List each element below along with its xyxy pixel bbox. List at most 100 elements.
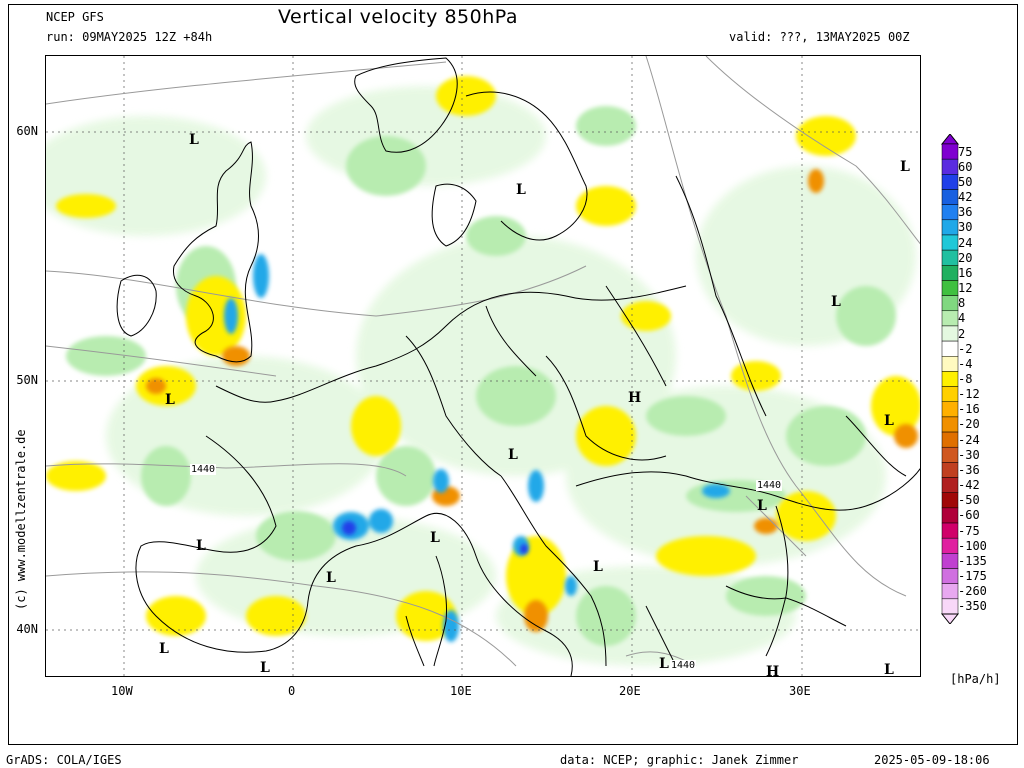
footer-credit: data: NCEP; graphic: Janek Zimmer <box>560 753 799 767</box>
colorbar-swatch <box>941 462 959 478</box>
colorbar-swatch <box>941 234 959 251</box>
colorbar-level-label: 20 <box>958 250 973 265</box>
colorbar-level-label: 30 <box>958 220 973 235</box>
vertical-velocity-field <box>46 56 920 676</box>
colorbar-swatch <box>941 356 959 372</box>
colorbar-max-arrow <box>940 134 960 145</box>
colorbar-level-label: 36 <box>958 205 973 220</box>
colorbar-level-label: 4 <box>958 311 966 326</box>
colorbar-swatch <box>941 431 959 448</box>
colorbar-level-label: 12 <box>958 281 973 296</box>
lon-label-10e: 10E <box>450 684 472 698</box>
colorbar-level-label: -350 <box>958 599 987 614</box>
low-pressure-label: L <box>196 538 206 554</box>
colorbar-level-label: 24 <box>958 235 973 250</box>
colorbar-level-label: -4 <box>958 356 973 371</box>
low-pressure-label: L <box>757 498 767 514</box>
colorbar-swatch <box>941 401 959 418</box>
colorbar-level-label: 16 <box>958 265 973 280</box>
colorbar-level-label: -260 <box>958 584 987 599</box>
low-pressure-label: L <box>165 392 175 408</box>
colorbar-swatch <box>941 158 959 175</box>
contour-label: 1440 <box>756 480 783 491</box>
colorbar-swatch <box>941 371 959 387</box>
lon-label-20e: 20E <box>619 684 641 698</box>
colorbar-swatch <box>941 416 959 433</box>
lat-label-60n: 60N <box>16 124 38 138</box>
low-pressure-label: L <box>884 413 894 429</box>
colorbar-level-label: -75 <box>958 523 980 538</box>
colorbar-level-label: 8 <box>958 296 966 311</box>
colorbar-swatch <box>941 477 959 493</box>
colorbar-level-label: 60 <box>958 159 973 174</box>
colorbar-level-label: -60 <box>958 508 980 523</box>
low-pressure-label: L <box>593 559 603 575</box>
colorbar-swatch <box>941 265 959 281</box>
colorbar-swatch <box>941 446 959 463</box>
colorbar-level-label: -8 <box>958 372 973 386</box>
low-pressure-label: L <box>508 447 518 463</box>
colorbar-level-label: 2 <box>958 326 966 341</box>
colorbar-swatch <box>941 310 959 327</box>
colorbar-level-label: -50 <box>958 493 980 508</box>
lon-label-30e: 30E <box>789 684 811 698</box>
low-pressure-label: L <box>430 530 440 546</box>
colorbar-level-label: -42 <box>958 478 980 493</box>
colorbar-swatch <box>941 340 959 357</box>
colorbar-swatch <box>941 174 959 190</box>
low-pressure-label: L <box>831 294 841 310</box>
colorbar-swatch <box>941 537 959 554</box>
low-pressure-label: L <box>884 662 894 677</box>
colorbar-swatch <box>941 598 959 615</box>
low-pressure-label: L <box>516 182 526 198</box>
colorbar-swatch <box>941 507 959 524</box>
run-info: run: 09MAY2025 12Z +84h <box>46 30 213 44</box>
colorbar-swatch <box>941 522 959 539</box>
colorbar-swatch <box>941 189 959 205</box>
low-pressure-label: L <box>900 159 910 175</box>
colorbar-level-label: -2 <box>958 341 973 356</box>
colorbar <box>940 134 960 624</box>
colorbar-swatch <box>941 219 959 236</box>
chart-title: Vertical velocity 850hPa <box>278 6 519 28</box>
model-name: NCEP GFS <box>46 10 104 24</box>
colorbar-swatch <box>941 386 959 402</box>
colorbar-swatch <box>941 583 959 600</box>
colorbar-swatch <box>941 280 959 296</box>
colorbar-level-label: 42 <box>958 190 973 205</box>
colorbar-unit: [hPa/h] <box>950 672 1001 686</box>
colorbar-level-label: -20 <box>958 417 980 432</box>
colorbar-level-label: -175 <box>958 569 987 584</box>
lat-label-40n: 40N <box>16 622 38 636</box>
colorbar-level-label: -16 <box>958 402 980 417</box>
colorbar-level-label: 75 <box>958 144 973 159</box>
copyright-text: (c) www.modellzentrale.de <box>14 429 28 610</box>
colorbar-level-label: -135 <box>958 553 987 568</box>
colorbar-swatch <box>941 249 959 266</box>
colorbar-level-label: -36 <box>958 462 980 477</box>
contour-label: 1440 <box>190 464 217 475</box>
low-pressure-label: L <box>326 570 336 586</box>
colorbar-swatch <box>941 325 959 342</box>
lon-label-0: 0 <box>288 684 296 698</box>
colorbar-swatch <box>941 204 959 221</box>
plot-frame <box>8 4 1018 745</box>
valid-time: valid: ???, 13MAY2025 00Z <box>729 30 910 44</box>
low-pressure-label: L <box>260 660 270 676</box>
low-pressure-label: L <box>659 656 669 672</box>
colorbar-level-label: -24 <box>958 432 980 447</box>
contour-label: 1440 <box>670 660 697 671</box>
colorbar-swatch <box>941 492 959 509</box>
lat-label-50n: 50N <box>16 373 38 387</box>
colorbar-swatch <box>941 568 959 584</box>
colorbar-min-arrow <box>940 613 960 624</box>
low-pressure-label: L <box>189 132 199 148</box>
footer-software: GrADS: COLA/IGES <box>6 753 122 767</box>
colorbar-swatch <box>941 143 959 160</box>
high-pressure-label: H <box>628 390 642 406</box>
low-pressure-label: L <box>159 641 169 657</box>
map-panel: L L L L L H L L L L L L L L L L H L 1440… <box>45 55 921 677</box>
lon-label-10w: 10W <box>111 684 133 698</box>
colorbar-level-label: -12 <box>958 387 980 402</box>
colorbar-level-label: -100 <box>958 538 987 553</box>
